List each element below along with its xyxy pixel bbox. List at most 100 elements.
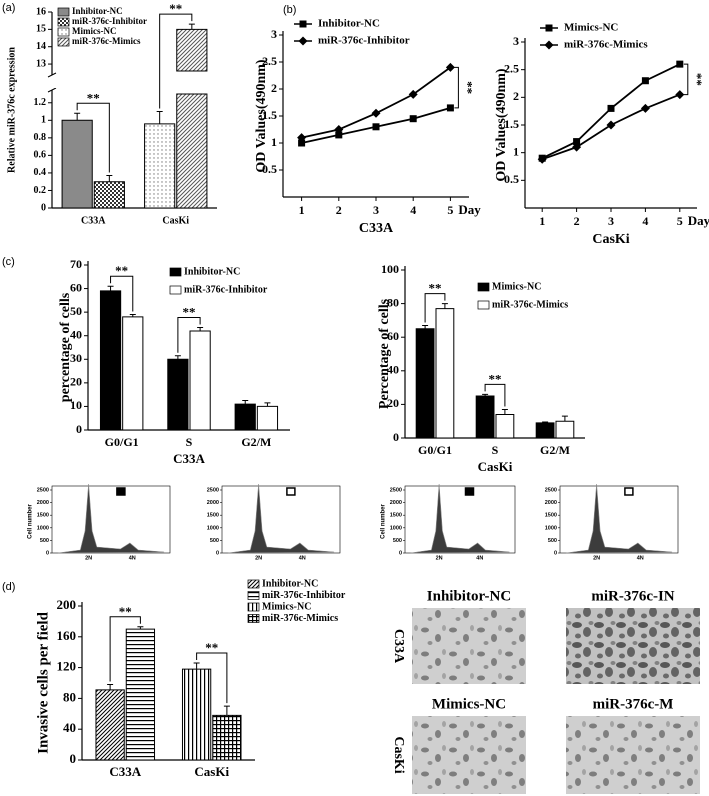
legend-swatch [169, 267, 182, 277]
chart-panel: Percentage of cells 0 20 40 60 80 100 G0/G1 ** S *… [377, 262, 585, 474]
y-tick-label: 50 [70, 304, 82, 318]
y-tick-label: 0.2 [34, 185, 47, 196]
micrograph-label: Inhibitor-NC [427, 588, 511, 604]
flow-y-tick-label: 2500 [545, 487, 557, 493]
y-tick-label: 30 [70, 351, 82, 365]
micrograph-row-label: CasKi [391, 736, 406, 773]
y-tick-label: 3 [271, 27, 277, 41]
significance-bracket [424, 293, 446, 323]
flow-x-label: 4N [476, 555, 483, 561]
y-tick-label: 160 [57, 628, 77, 643]
x-axis-label: CasKi [478, 459, 513, 474]
panel-label: (b) [283, 4, 296, 16]
y-tick-label: 13 [36, 58, 46, 69]
y-tick-label: 80 [387, 295, 399, 309]
y-tick-label: 40 [387, 363, 399, 377]
y-tick-label: 200 [57, 597, 77, 612]
y-tick-label: 80 [63, 689, 76, 704]
legend-label: miR-376c-Inhibitor [318, 35, 410, 47]
point [446, 104, 454, 112]
legend-swatch [477, 282, 490, 292]
bar [495, 413, 515, 439]
point [640, 103, 650, 113]
y-tick-label: 20 [387, 396, 399, 410]
micrograph [412, 608, 526, 684]
bar [234, 403, 256, 431]
error-bar [107, 684, 114, 690]
legend-swatch [247, 614, 260, 623]
error-bar [188, 23, 195, 30]
x-axis-label: C33A [173, 451, 205, 466]
flow-y-tick-label: 1500 [390, 513, 402, 519]
significance-label: ** [115, 263, 128, 278]
micrograph [566, 716, 700, 794]
flow-y-tick-label: 1000 [37, 525, 49, 531]
bar [212, 714, 242, 761]
flow-icon [464, 487, 475, 496]
flow-y-tick-label: 0 [399, 550, 402, 556]
bar [256, 405, 279, 431]
error-bar [242, 400, 249, 405]
bar [535, 422, 555, 439]
y-tick-label: 0.6 [34, 150, 47, 161]
y-tick-label: 2 [513, 89, 519, 103]
x-tick-label: G0/G1 [105, 435, 139, 449]
x-tick-label: G0/G1 [418, 443, 452, 457]
y-tick-label: 20 [70, 375, 82, 389]
flow-y-tick-label: 2000 [390, 500, 402, 506]
x-tick-label: 2 [574, 214, 580, 228]
x-tick-label: 1 [539, 214, 545, 228]
point [573, 138, 581, 146]
point [445, 62, 455, 72]
panel-label: (a) [2, 2, 15, 14]
legend-label: Mimics-NC [564, 22, 618, 34]
error-bar [542, 421, 549, 423]
flow-y-tick-label: 1000 [390, 525, 402, 531]
legend-label: Mimics-NC [72, 26, 117, 36]
y-axis-label: OD Values(490nm) [254, 59, 269, 173]
point [298, 139, 306, 147]
legend-marker [545, 24, 553, 32]
x-tick-label: C33A [109, 764, 141, 779]
y-tick-label: 1 [271, 135, 277, 149]
legend-label: miR-376c-Mimics [564, 39, 648, 51]
bar [99, 290, 122, 431]
chart-panel: (b) OD Values(490nm)0.5 1 1.5 2 2.5 3 1 2 3 4 5 Day C… [254, 4, 481, 236]
flow-y-tick-label: 2500 [37, 487, 49, 493]
micrograph [566, 608, 700, 684]
significance-label: ** [87, 90, 100, 105]
y-tick-label: 0.5 [504, 172, 519, 186]
error-bar [264, 402, 271, 407]
flow-y-tick-label: 500 [210, 538, 219, 544]
y-tick-label: 0 [393, 430, 399, 444]
flow-y-label: Cell number [381, 504, 387, 539]
y-axis-label: Invasive cells per field [35, 611, 51, 753]
error-bar [156, 111, 163, 124]
y-tick-label: 0 [70, 751, 77, 766]
micrograph-label: Mimics-NC [432, 696, 506, 712]
bar [93, 181, 125, 209]
significance-bracket [109, 616, 141, 682]
chart-panel: (d) Invasive cells per field 0 40 80 120 160 20… [2, 578, 346, 779]
error-bar [106, 175, 113, 182]
point [408, 89, 418, 99]
x-unit-label: Day [688, 213, 709, 228]
break-gap [53, 77, 218, 88]
flow-frame [559, 485, 679, 554]
significance-label: ** [183, 304, 196, 319]
micrograph-row-label: C33A [391, 629, 406, 664]
y-tick-label: 2 [271, 81, 277, 95]
significance-bracket [454, 66, 459, 109]
flow-y-tick-label: 1500 [37, 513, 49, 519]
y-tick-label: 100 [381, 262, 399, 276]
y-tick-label: 40 [70, 327, 82, 341]
significance-bracket [177, 316, 201, 353]
y-tick-label: 0 [41, 202, 46, 213]
legend-marker [298, 36, 308, 46]
y-tick-label: 1 [513, 144, 519, 158]
x-tick-label: 4 [410, 203, 416, 217]
point [335, 131, 343, 139]
flow-y-tick-label: 2000 [207, 500, 219, 506]
y-tick-label: 70 [70, 257, 82, 271]
bar [555, 420, 575, 439]
